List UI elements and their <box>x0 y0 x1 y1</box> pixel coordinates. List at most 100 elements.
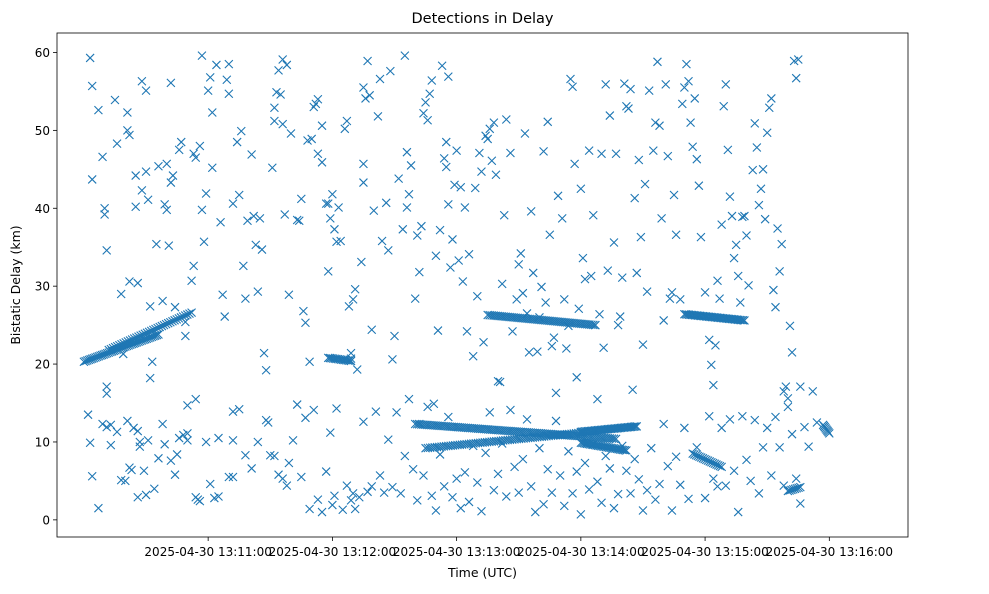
detection-marker <box>622 466 631 476</box>
detection-marker <box>514 488 524 497</box>
detection-marker <box>795 482 805 492</box>
detection-marker <box>176 137 186 147</box>
detection-marker <box>564 321 573 331</box>
detection-marker <box>760 214 770 224</box>
detection-marker <box>356 257 366 267</box>
detection-marker <box>313 94 323 104</box>
detection-marker <box>135 442 145 452</box>
detection-marker <box>274 66 283 75</box>
detection-marker <box>735 298 745 307</box>
detection-marker <box>559 501 569 511</box>
detection-marker <box>257 245 267 254</box>
detection-marker <box>187 276 196 286</box>
detection-marker <box>667 288 677 297</box>
detection-marker <box>690 94 700 103</box>
detection-marker <box>140 329 150 339</box>
detection-marker <box>163 318 173 328</box>
detection-marker <box>127 465 136 475</box>
detection-marker <box>280 210 290 219</box>
detection-marker <box>385 66 395 76</box>
detection-marker <box>127 335 137 344</box>
detection-marker <box>404 394 414 404</box>
detection-marker <box>180 331 190 341</box>
detection-marker <box>462 326 472 336</box>
detection-marker <box>150 331 160 341</box>
detection-marker <box>423 402 433 412</box>
detection-marker <box>464 497 474 507</box>
detection-marker <box>750 118 760 128</box>
detection-marker <box>276 90 286 99</box>
detection-marker <box>207 163 217 173</box>
detection-marker <box>325 214 335 223</box>
detection-marker <box>586 271 596 281</box>
detection-marker <box>576 510 586 519</box>
detection-marker <box>87 81 97 91</box>
detection-marker <box>253 437 263 447</box>
detection-marker <box>97 350 107 360</box>
detection-marker <box>168 171 178 180</box>
detection-marker <box>327 189 337 199</box>
detection-marker <box>601 80 611 89</box>
detection-marker <box>309 405 319 415</box>
detection-marker <box>131 202 141 212</box>
detection-marker <box>157 321 167 331</box>
detection-marker <box>311 99 321 109</box>
detection-marker <box>491 170 501 180</box>
detection-marker <box>154 453 163 463</box>
detection-marker <box>824 429 834 438</box>
detection-marker <box>638 506 648 515</box>
detection-marker <box>611 149 621 159</box>
detection-marker <box>640 179 650 189</box>
detection-marker <box>679 423 689 433</box>
detection-marker <box>497 279 507 289</box>
detection-marker <box>81 356 90 366</box>
detection-marker <box>783 393 793 403</box>
detection-marker <box>172 314 182 324</box>
detection-marker <box>566 74 575 84</box>
detection-marker <box>605 111 615 120</box>
detection-marker <box>609 434 619 444</box>
detection-marker <box>84 355 94 365</box>
detection-marker <box>87 175 97 184</box>
detection-marker <box>406 161 416 170</box>
detection-marker <box>174 145 184 155</box>
detection-marker <box>146 326 156 336</box>
detection-marker <box>330 491 339 501</box>
detection-marker <box>779 386 789 396</box>
detection-marker <box>609 503 619 513</box>
detection-marker <box>588 439 598 449</box>
detection-marker <box>255 214 265 223</box>
detection-marker <box>518 454 528 464</box>
detection-marker <box>781 382 791 392</box>
detection-marker <box>180 311 190 320</box>
detection-marker <box>733 507 743 517</box>
detection-marker <box>595 309 604 319</box>
detection-marker <box>448 492 457 502</box>
detection-marker <box>452 474 462 483</box>
detection-marker <box>477 167 486 177</box>
detection-marker <box>249 211 259 221</box>
detection-marker <box>102 245 112 255</box>
detection-marker <box>299 306 308 316</box>
detection-marker <box>134 332 143 342</box>
detection-marker <box>472 291 482 301</box>
detection-marker <box>663 461 673 471</box>
detection-marker <box>431 251 441 261</box>
detection-marker <box>224 59 234 69</box>
detection-marker <box>92 352 102 362</box>
detection-marker <box>154 161 163 171</box>
detection-marker <box>160 199 170 209</box>
detection-marker <box>125 130 134 140</box>
detection-marker <box>234 190 244 200</box>
detection-marker <box>224 472 234 482</box>
detection-marker <box>137 76 147 86</box>
detection-marker <box>775 266 785 276</box>
detection-marker <box>791 73 801 83</box>
detection-marker <box>133 426 143 436</box>
detection-marker <box>524 347 534 357</box>
detection-marker <box>653 57 662 67</box>
detection-marker <box>323 266 333 276</box>
detection-marker <box>135 437 145 447</box>
detection-marker <box>305 357 314 367</box>
detection-marker <box>79 357 89 367</box>
